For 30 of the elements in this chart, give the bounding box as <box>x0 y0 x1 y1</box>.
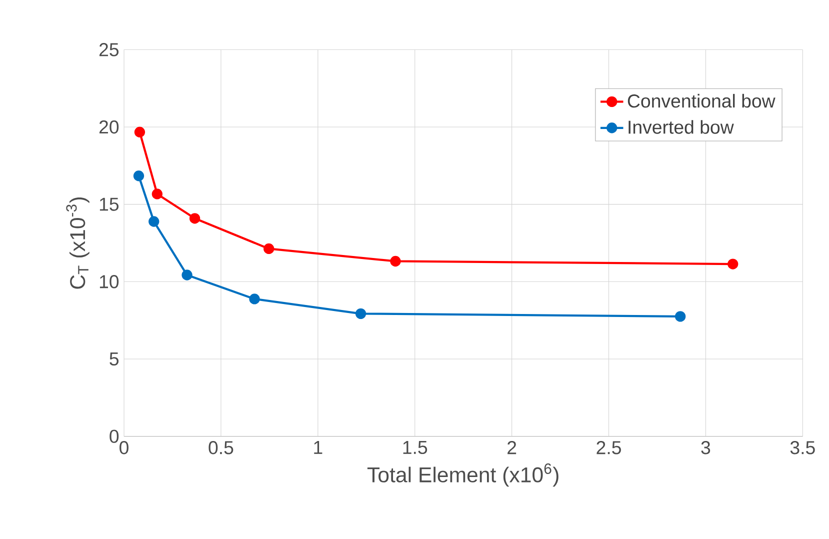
x-tick-label: 1.5 <box>403 441 428 454</box>
x-tick-label: 1 <box>314 441 322 454</box>
point <box>355 308 366 320</box>
x-tick-label: 2.5 <box>596 441 621 454</box>
y-tick-label: 10 <box>100 275 119 288</box>
point <box>134 126 146 138</box>
point <box>152 188 162 200</box>
y-tick-label: 5 <box>110 352 119 366</box>
point <box>133 170 144 182</box>
point <box>264 243 274 254</box>
y-tick-label: 0 <box>110 430 119 443</box>
x-tick-label: 3.5 <box>790 441 815 454</box>
x-tick-label: 0 <box>120 441 128 454</box>
point <box>390 256 401 267</box>
point <box>674 311 686 322</box>
legend-label: Conventional bow <box>628 94 776 108</box>
y-tick-label: 15 <box>100 198 119 211</box>
point <box>728 258 738 270</box>
x-tick-label: 0.5 <box>208 441 234 454</box>
x-axis-title: Total Element (x10$^{6}$) <box>367 463 558 487</box>
point <box>148 216 160 227</box>
y-tick-label: 25 <box>99 43 119 56</box>
x-tick-label: 2 <box>508 441 516 454</box>
legend-label: Inverted bow <box>628 120 734 134</box>
point <box>182 270 192 280</box>
x-tick-label: 3 <box>701 441 710 454</box>
y-axis-title: C$_{T}$ (x10$^{-3}$) <box>66 197 90 289</box>
point <box>249 294 260 304</box>
point <box>189 213 200 224</box>
y-tick-label: 20 <box>99 120 119 134</box>
